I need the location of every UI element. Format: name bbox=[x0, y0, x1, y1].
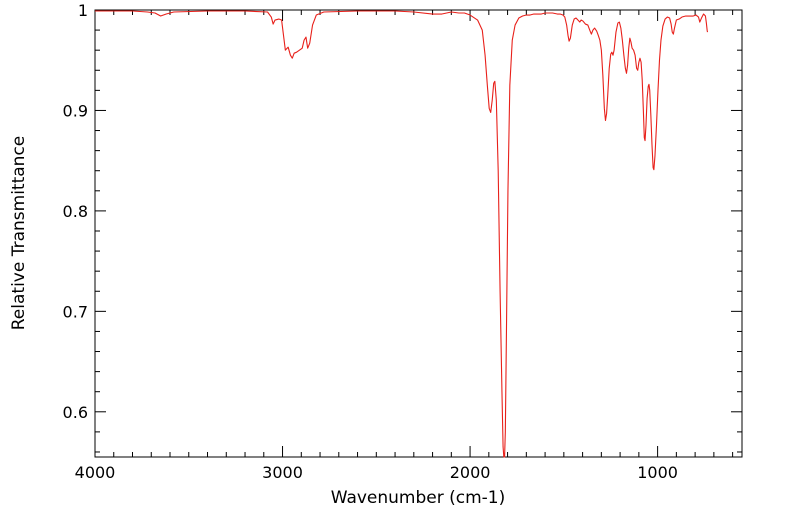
x-tick-label: 2000 bbox=[450, 463, 491, 482]
tick-labels: 4000 3000 2000 1000 0.6 0.7 0.8 0.9 1 bbox=[63, 1, 678, 482]
y-tick-label: 0.6 bbox=[63, 403, 88, 422]
x-tick-label: 4000 bbox=[75, 463, 116, 482]
series-layer bbox=[95, 10, 709, 458]
plot-frame bbox=[94, 9, 743, 458]
y-tick-label: 0.7 bbox=[63, 302, 88, 321]
y-tick-label: 0.8 bbox=[63, 202, 88, 221]
x-axis-label: Wavenumber (cm-1) bbox=[331, 488, 506, 508]
x-tick-label: 1000 bbox=[637, 463, 678, 482]
x-tick-label: 3000 bbox=[262, 463, 303, 482]
y-tick-label: 1 bbox=[78, 1, 88, 20]
y-axis-label: Relative Transmittance bbox=[9, 136, 29, 331]
axis-ticks bbox=[94, 9, 742, 457]
spectrum-line bbox=[95, 10, 709, 458]
y-tick-label: 0.9 bbox=[63, 101, 88, 120]
